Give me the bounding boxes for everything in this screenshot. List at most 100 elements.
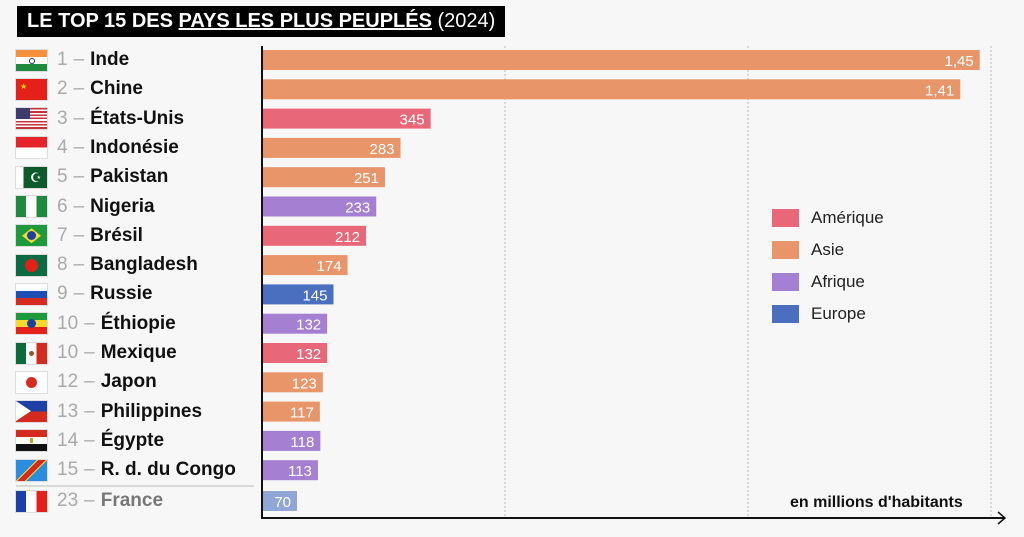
india-flag-icon (16, 49, 47, 71)
bar (263, 225, 367, 246)
dash: – (84, 459, 95, 481)
rank-label: 10 (57, 312, 79, 334)
drc-flag-icon (16, 459, 47, 481)
bar (263, 79, 961, 100)
country-row: ★ 2– Chine (16, 76, 143, 102)
country-name: Inde (90, 49, 130, 70)
country-row: 10– Mexique (16, 340, 177, 366)
title-year: (2024) (431, 10, 496, 32)
country-name: Pakistan (90, 166, 169, 188)
bar (263, 196, 377, 217)
bar-value-label: 174 (317, 258, 342, 275)
bar (263, 255, 348, 276)
country-name: France (100, 490, 164, 511)
bar-value-label: 345 (400, 112, 425, 129)
rank-label: 9 (57, 283, 68, 305)
country-row: 3– États-Unis (16, 106, 184, 132)
bar-value-label: 113 (288, 463, 312, 480)
bar (263, 460, 318, 481)
rank-label: 13 (57, 400, 79, 422)
rank-label: 1 (57, 49, 68, 70)
legend-item: Asie (772, 240, 844, 260)
egypt-flag-icon (16, 430, 47, 452)
bar (263, 372, 323, 393)
bar (263, 108, 431, 129)
ethiopia-flag-icon (16, 313, 47, 335)
rank-label: 6 (57, 195, 68, 217)
country-row: ☪ 5– Pakistan (16, 164, 168, 190)
dash: – (73, 283, 85, 305)
rank-label: 7 (57, 224, 68, 246)
dash: – (73, 254, 85, 276)
rank-label: 2 (57, 78, 68, 100)
bar (263, 313, 328, 334)
country-name: Mexique (100, 342, 177, 363)
bar (263, 491, 298, 511)
dash: – (84, 429, 95, 451)
dash: – (84, 490, 95, 511)
rank-label: 14 (57, 429, 79, 451)
rank-label: 12 (57, 371, 79, 393)
country-name: Philippines (100, 400, 203, 422)
dash: – (84, 371, 95, 393)
legend-label: Amérique (811, 208, 884, 227)
bangladesh-flag-icon (16, 254, 47, 276)
country-row: 23– France (16, 488, 163, 514)
legend-swatch (772, 209, 799, 227)
bar (263, 401, 320, 422)
bar (263, 284, 334, 305)
bar-value-label: 117 (290, 405, 314, 422)
france-flag-icon (16, 490, 47, 512)
dash: – (73, 166, 85, 188)
country-row: 10– Éthiopie (16, 311, 176, 337)
nigeria-flag-icon (16, 196, 47, 217)
bar-value-label: 283 (370, 141, 395, 158)
rank-label: 10 (57, 342, 79, 363)
bar (263, 343, 328, 363)
rank-label: 3 (57, 107, 68, 129)
legend-label: Afrique (811, 272, 865, 291)
legend-item: Afrique (772, 272, 865, 292)
philippines-flag-icon (16, 401, 47, 423)
dash: – (73, 136, 85, 158)
bar-value-label: 251 (354, 170, 379, 187)
dash: – (73, 49, 85, 70)
indonesia-flag-icon (16, 137, 47, 159)
rank-label: 8 (57, 254, 68, 276)
usa-flag-icon (16, 108, 47, 130)
bar-value-label: 70 (274, 494, 291, 511)
bar (263, 137, 401, 158)
country-name: Nigeria (90, 195, 155, 217)
legend-label: Europe (811, 304, 866, 323)
country-row: 12– Japon (16, 369, 157, 395)
country-name: Éthiopie (100, 312, 176, 334)
dash: – (73, 107, 85, 129)
dash: – (73, 195, 85, 217)
country-row: 1– Inde (16, 47, 129, 73)
country-name: R. d. du Congo (100, 459, 236, 481)
mexico-flag-icon (16, 342, 47, 364)
country-row: 7– Brésil (16, 223, 143, 249)
russia-flag-icon (16, 283, 47, 305)
bar (263, 167, 385, 188)
country-row: 6– Nigeria (16, 194, 155, 220)
legend-item: Europe (772, 304, 866, 324)
rank-label: 15 (57, 459, 79, 481)
brazil-flag-icon (16, 225, 47, 247)
country-name: Russie (90, 283, 153, 305)
china-flag-icon: ★ (16, 78, 47, 100)
bar-value-label: 123 (292, 375, 317, 392)
legend-swatch (772, 273, 799, 291)
dash: – (73, 224, 85, 246)
axis-arrow (997, 511, 1007, 525)
country-name: Brésil (90, 224, 143, 246)
title-part: LE TOP 15 DES (27, 10, 179, 32)
bar-value-label: 132 (296, 317, 321, 334)
bar (263, 430, 321, 451)
rank-label: 4 (57, 136, 68, 158)
legend-swatch (772, 305, 799, 323)
rank-label: 5 (57, 166, 68, 188)
bar-value-label: 145 (302, 287, 327, 304)
country-row: 9– Russie (16, 281, 152, 307)
